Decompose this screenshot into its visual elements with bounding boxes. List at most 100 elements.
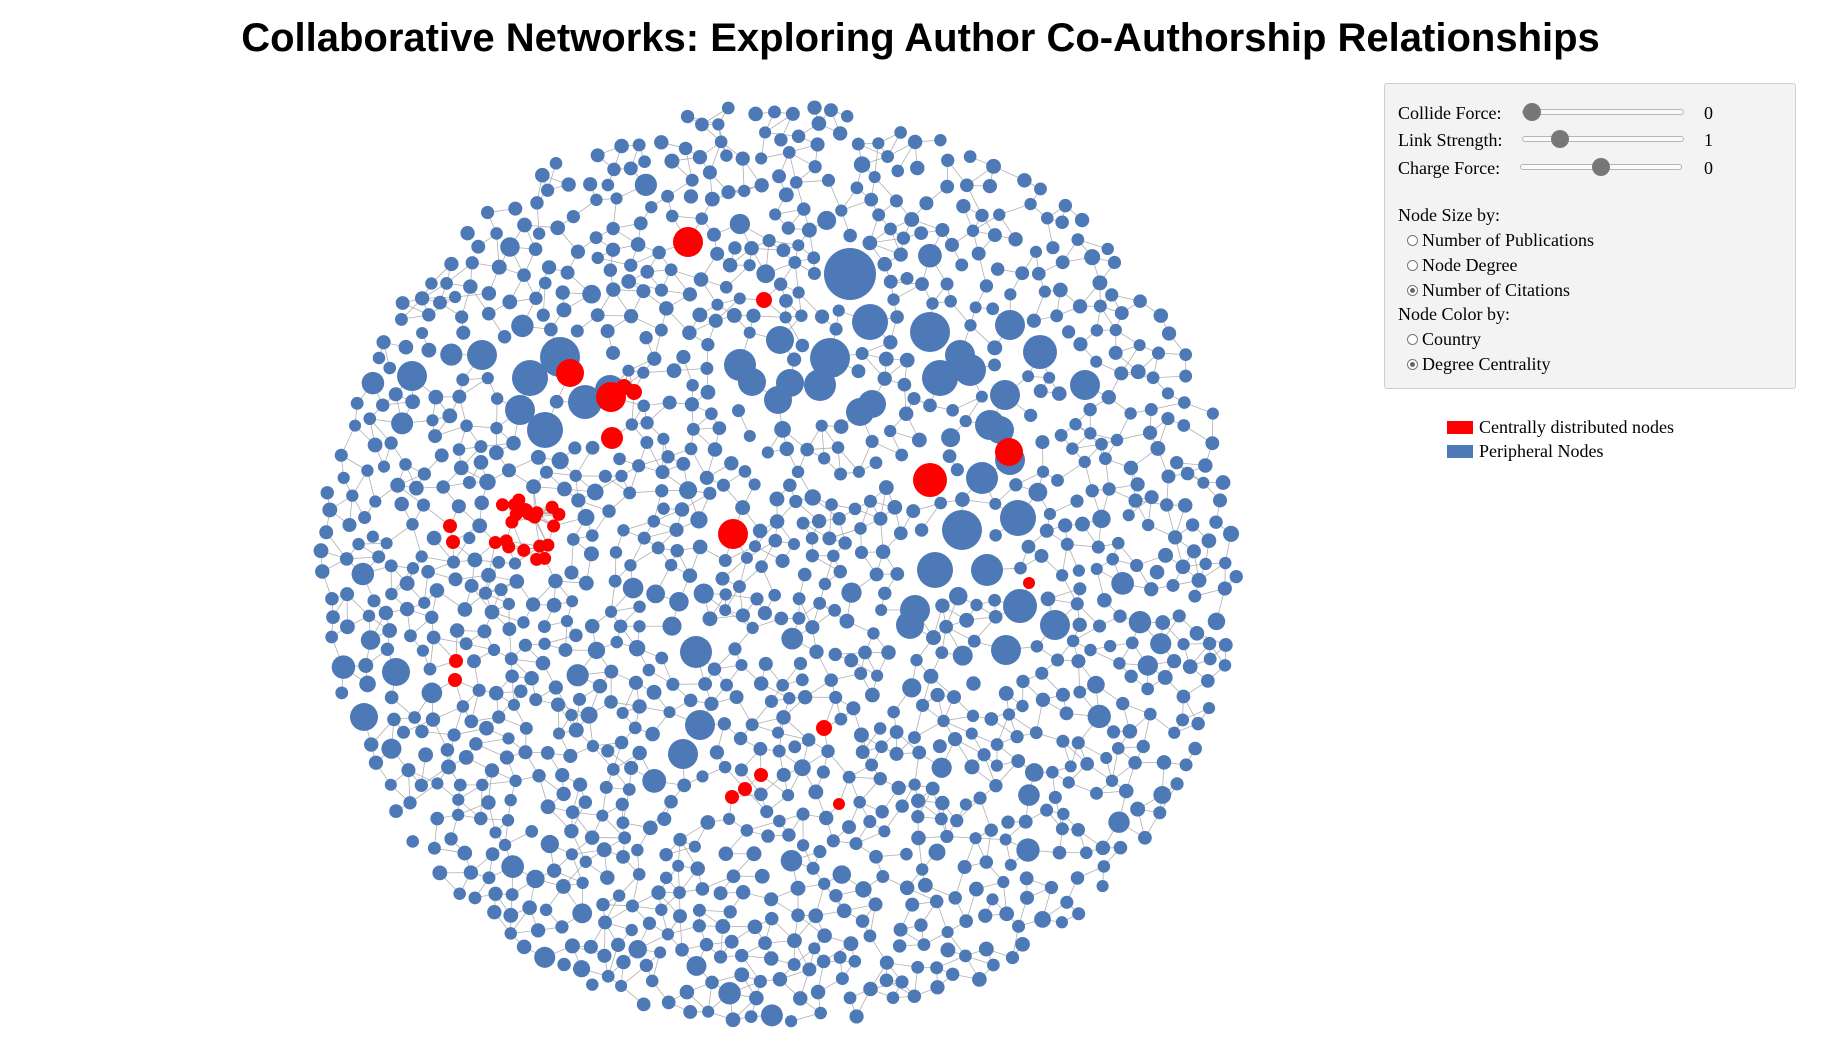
peripheral-node[interactable] [729,213,751,235]
peripheral-node[interactable] [674,502,690,517]
peripheral-node[interactable] [1168,530,1183,545]
peripheral-node[interactable] [538,276,552,290]
peripheral-node[interactable] [966,709,980,722]
peripheral-node[interactable] [761,829,775,843]
peripheral-node[interactable] [628,940,647,959]
peripheral-node[interactable] [738,465,752,478]
peripheral-node[interactable] [1106,725,1121,739]
peripheral-node[interactable] [928,843,946,861]
peripheral-node[interactable] [710,246,725,261]
peripheral-node[interactable] [877,256,892,272]
peripheral-node[interactable] [601,744,615,758]
peripheral-node[interactable] [749,540,762,553]
peripheral-node[interactable] [481,286,497,301]
peripheral-node[interactable] [806,861,820,875]
peripheral-node[interactable] [1176,689,1191,704]
peripheral-node[interactable] [1108,345,1123,360]
peripheral-node[interactable] [893,922,908,937]
peripheral-node[interactable] [651,885,666,900]
peripheral-node[interactable] [1064,760,1077,773]
peripheral-node[interactable] [696,770,709,783]
peripheral-node[interactable] [863,494,877,508]
peripheral-node[interactable] [1153,806,1167,820]
peripheral-node[interactable] [352,537,365,551]
peripheral-node[interactable] [1024,763,1044,782]
peripheral-node[interactable] [979,279,994,293]
peripheral-node[interactable] [505,669,519,684]
peripheral-node[interactable] [971,554,1003,586]
peripheral-node[interactable] [757,606,772,621]
peripheral-node[interactable] [388,387,403,402]
peripheral-node[interactable] [481,306,496,321]
peripheral-node[interactable] [1003,589,1037,623]
peripheral-node[interactable] [610,192,623,205]
peripheral-node[interactable] [1043,507,1057,521]
peripheral-node[interactable] [999,833,1012,846]
peripheral-node[interactable] [1113,657,1126,670]
peripheral-node[interactable] [940,277,954,291]
peripheral-node[interactable] [683,693,698,708]
peripheral-node[interactable] [1123,460,1139,476]
peripheral-node[interactable] [622,364,635,377]
peripheral-node[interactable] [368,755,384,770]
peripheral-node[interactable] [1178,396,1191,409]
peripheral-node[interactable] [1017,173,1032,188]
peripheral-node[interactable] [661,450,675,464]
peripheral-node[interactable] [748,478,761,491]
peripheral-node[interactable] [589,231,603,245]
peripheral-node[interactable] [612,889,626,902]
peripheral-node[interactable] [358,658,374,673]
peripheral-node[interactable] [792,286,805,299]
peripheral-node[interactable] [817,452,831,465]
peripheral-node[interactable] [713,886,728,901]
peripheral-node[interactable] [791,465,805,479]
peripheral-node[interactable] [746,621,759,635]
peripheral-node[interactable] [469,737,483,751]
peripheral-node[interactable] [359,675,376,693]
peripheral-node[interactable] [360,630,381,650]
peripheral-node[interactable] [853,727,869,743]
peripheral-node[interactable] [361,464,374,477]
peripheral-node[interactable] [692,150,708,165]
peripheral-node[interactable] [606,345,621,360]
peripheral-node[interactable] [1159,498,1174,512]
peripheral-node[interactable] [421,564,435,579]
peripheral-node[interactable] [919,196,934,211]
peripheral-node[interactable] [647,514,661,528]
peripheral-node[interactable] [959,798,972,811]
peripheral-node[interactable] [1177,638,1190,651]
peripheral-node[interactable] [948,891,962,905]
peripheral-node[interactable] [616,706,629,719]
peripheral-node[interactable] [452,389,467,404]
peripheral-node[interactable] [385,587,398,601]
peripheral-node[interactable] [565,708,578,722]
peripheral-node[interactable] [1010,730,1024,744]
peripheral-node[interactable] [810,984,826,1000]
peripheral-node[interactable] [862,235,878,251]
peripheral-node[interactable] [1073,685,1087,699]
peripheral-node[interactable] [479,473,496,491]
peripheral-node[interactable] [1024,408,1038,422]
peripheral-node[interactable] [865,758,879,772]
peripheral-node[interactable] [682,568,698,583]
peripheral-node[interactable] [805,531,819,545]
peripheral-node[interactable] [780,849,803,872]
peripheral-node[interactable] [773,277,788,291]
peripheral-node[interactable] [1083,402,1097,417]
peripheral-node[interactable] [690,511,708,529]
peripheral-node[interactable] [669,522,684,537]
peripheral-node[interactable] [566,533,580,546]
peripheral-node[interactable] [672,859,685,872]
peripheral-node[interactable] [549,157,563,170]
peripheral-node[interactable] [768,588,781,602]
peripheral-node[interactable] [772,971,788,987]
peripheral-node[interactable] [1182,659,1198,675]
peripheral-node[interactable] [508,201,523,216]
peripheral-node[interactable] [967,634,981,648]
peripheral-node[interactable] [566,595,579,608]
peripheral-node[interactable] [502,622,517,636]
peripheral-node[interactable] [655,484,669,498]
peripheral-node[interactable] [453,460,469,476]
peripheral-node[interactable] [769,514,785,529]
peripheral-node[interactable] [1133,339,1146,352]
